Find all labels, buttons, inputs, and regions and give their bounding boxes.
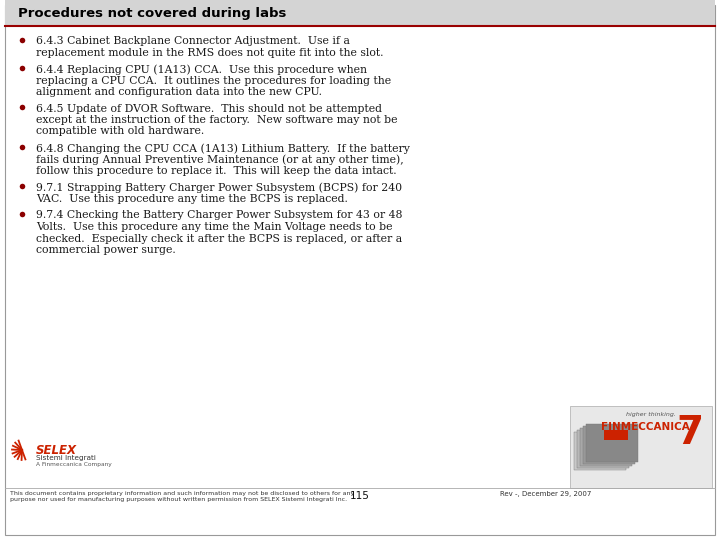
Bar [586, 424, 638, 462]
Text: compatible with old hardware.: compatible with old hardware. [36, 126, 204, 137]
Bar [5, 0, 715, 26]
Text: FINMECCANICA: FINMECCANICA [600, 422, 689, 432]
Text: SELEX: SELEX [36, 444, 77, 457]
Text: replacing a CPU CCA.  It outlines the procedures for loading the: replacing a CPU CCA. It outlines the pro… [36, 76, 391, 85]
Text: 6.4.4 Replacing CPU (1A13) CCA.  Use this procedure when: 6.4.4 Replacing CPU (1A13) CCA. Use this… [36, 64, 367, 75]
Text: follow this procedure to replace it.  This will keep the data intact.: follow this procedure to replace it. Thi… [36, 166, 397, 176]
Text: 6.4.8 Changing the CPU CCA (1A13) Lithium Battery.  If the battery: 6.4.8 Changing the CPU CCA (1A13) Lithiu… [36, 143, 410, 153]
Text: 115: 115 [350, 491, 370, 501]
Text: Volts.  Use this procedure any time the Main Voltage needs to be: Volts. Use this procedure any time the M… [36, 222, 392, 232]
Text: VAC.  Use this procedure any time the BCPS is replaced.: VAC. Use this procedure any time the BCP… [36, 194, 348, 204]
Text: 7: 7 [676, 414, 703, 452]
Bar [570, 406, 712, 488]
Bar [604, 430, 628, 440]
Text: except at the instruction of the factory.  New software may not be: except at the instruction of the factory… [36, 115, 397, 125]
Text: This document contains proprietary information and such information may not be d: This document contains proprietary infor… [10, 491, 354, 502]
Text: 9.7.1 Strapping Battery Charger Power Subsystem (BCPS) for 240: 9.7.1 Strapping Battery Charger Power Su… [36, 183, 402, 193]
Text: 9.7.4 Checking the Battery Charger Power Subsystem for 43 or 48: 9.7.4 Checking the Battery Charger Power… [36, 211, 402, 220]
Bar [577, 430, 629, 468]
Text: higher thinking.: higher thinking. [626, 412, 676, 417]
Text: checked.  Especially check it after the BCPS is replaced, or after a: checked. Especially check it after the B… [36, 233, 402, 244]
Text: commercial power surge.: commercial power surge. [36, 245, 176, 255]
Text: 6.4.5 Update of DVOR Software.  This should not be attempted: 6.4.5 Update of DVOR Software. This shou… [36, 104, 382, 113]
Text: replacement module in the RMS does not quite fit into the slot.: replacement module in the RMS does not q… [36, 48, 384, 57]
Text: alignment and configuration data into the new CPU.: alignment and configuration data into th… [36, 87, 322, 97]
Bar [583, 426, 635, 464]
Bar [580, 428, 632, 466]
Text: 6.4.3 Cabinet Backplane Connector Adjustment.  Use if a: 6.4.3 Cabinet Backplane Connector Adjust… [36, 36, 350, 46]
Text: A Finmeccanica Company: A Finmeccanica Company [36, 462, 112, 467]
Text: fails during Annual Preventive Maintenance (or at any other time),: fails during Annual Preventive Maintenan… [36, 154, 404, 165]
Bar [574, 432, 626, 470]
Text: Sistemi Integrati: Sistemi Integrati [36, 455, 96, 461]
Text: Procedures not covered during labs: Procedures not covered during labs [18, 6, 287, 19]
Text: Rev -, December 29, 2007: Rev -, December 29, 2007 [500, 491, 591, 497]
